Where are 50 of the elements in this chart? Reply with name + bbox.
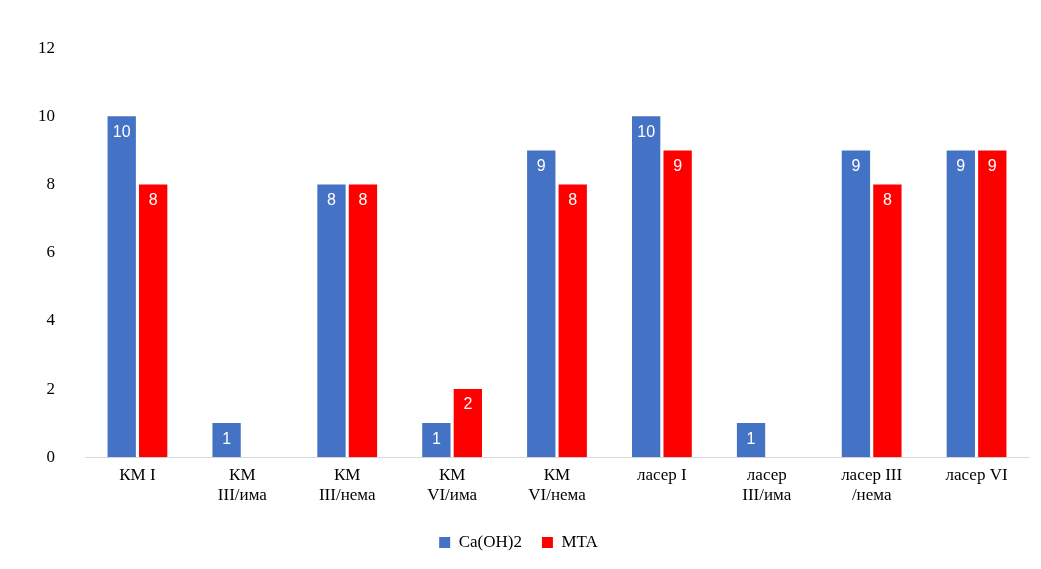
x-tick-label: ласер I (637, 464, 688, 484)
x-tick-label: ласер III/има (742, 464, 792, 505)
bar (978, 150, 1007, 458)
y-tick-label: 0 (46, 446, 55, 466)
y-tick-label: 8 (46, 174, 55, 193)
x-tick-label: КМ I (119, 464, 156, 484)
bar (946, 150, 975, 458)
bar (736, 423, 766, 458)
bar (453, 389, 482, 458)
bar (422, 423, 451, 458)
y-tick-label: 4 (46, 310, 56, 330)
y-tick-label: 10 (38, 105, 55, 125)
data-label: 1 (431, 429, 441, 447)
bar (527, 150, 556, 458)
x-tick-label: КМ III/нема (318, 464, 376, 505)
data-label: 10 (112, 122, 131, 140)
legend-label: Ca(OH)2 (458, 531, 522, 551)
bar (873, 184, 902, 458)
data-label: 1 (222, 429, 232, 447)
data-label: 9 (673, 156, 683, 174)
data-label: 10 (637, 122, 656, 140)
data-label: 1 (746, 429, 756, 447)
bar (558, 184, 587, 458)
data-label: 8 (327, 190, 337, 208)
bar (632, 116, 661, 458)
data-label: 9 (851, 156, 861, 174)
data-label: 8 (568, 190, 578, 208)
y-tick-label: 2 (46, 378, 55, 398)
y-tick-label: 6 (46, 242, 55, 262)
bar (348, 184, 378, 458)
x-tick-label: КМ VI/нема (528, 464, 587, 505)
bar (212, 423, 241, 458)
data-label: 8 (148, 190, 158, 208)
x-tick-label: КМ VI/има (427, 464, 478, 505)
bar (107, 116, 136, 458)
data-label: 8 (882, 190, 892, 208)
x-tick-label: КМ III/има (217, 464, 268, 505)
data-label: 8 (358, 190, 368, 208)
bar (139, 184, 168, 458)
bar (317, 184, 346, 458)
y-tick-label: 12 (38, 37, 55, 57)
x-tick-label: ласер VI (945, 464, 1008, 484)
legend-label: MTA (561, 531, 599, 551)
data-label: 9 (956, 156, 966, 174)
data-label: 9 (987, 156, 997, 174)
bar (663, 150, 692, 458)
data-label: 2 (463, 395, 473, 413)
x-tick-label: ласер III /нема (841, 464, 903, 505)
bar (841, 150, 871, 458)
data-label: 9 (536, 156, 546, 174)
